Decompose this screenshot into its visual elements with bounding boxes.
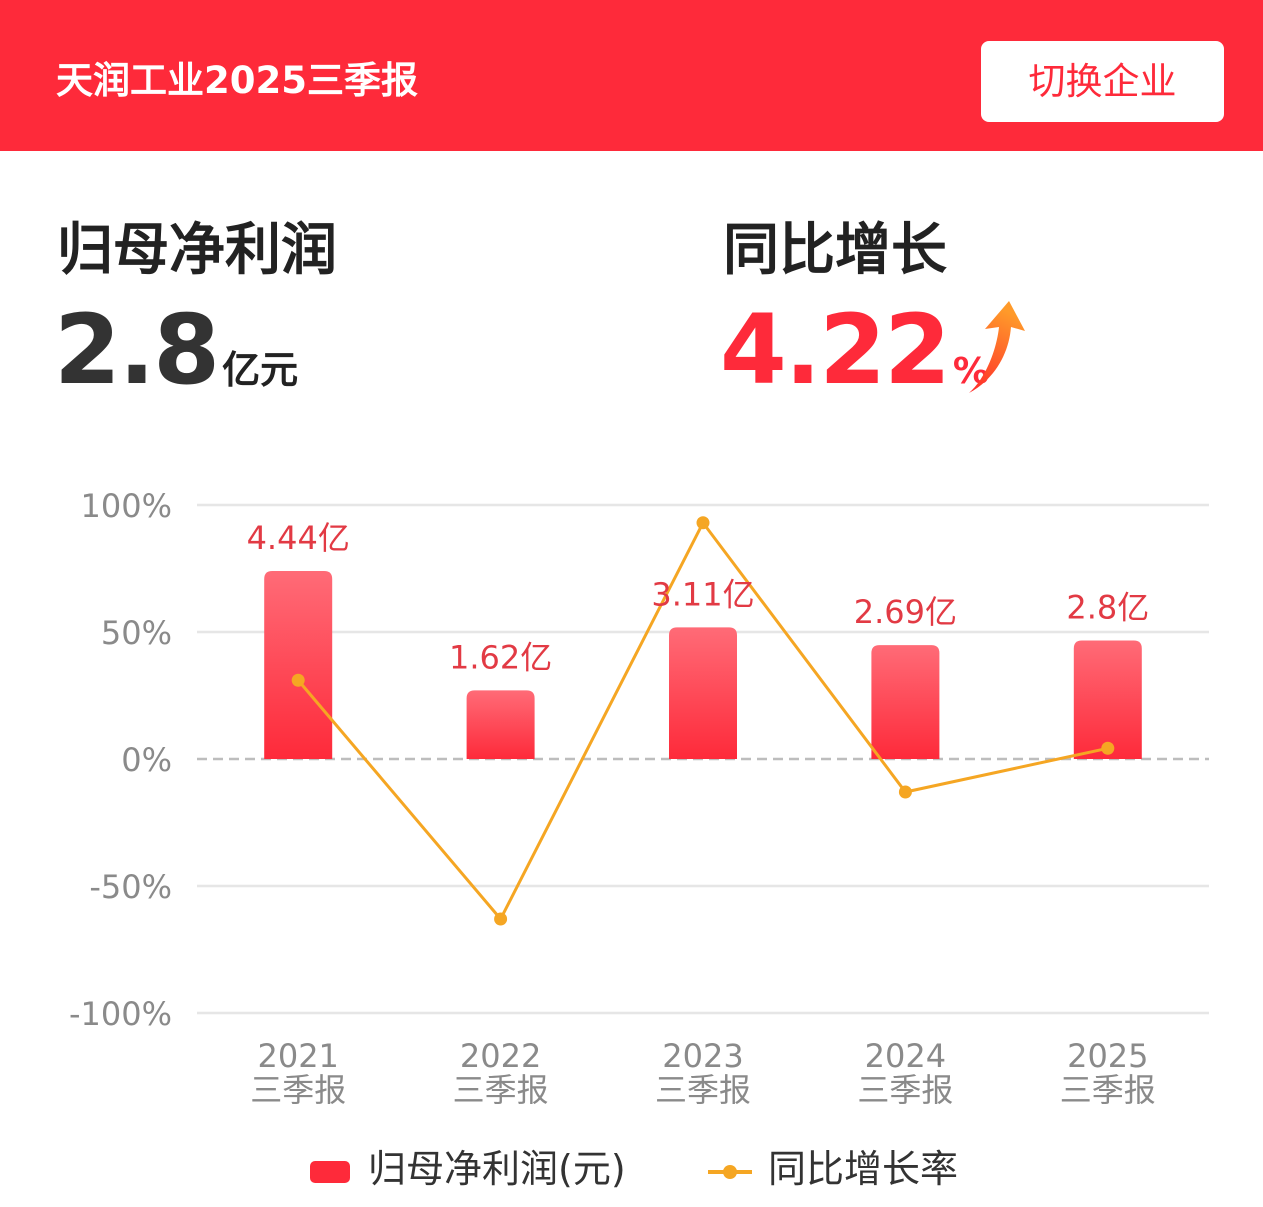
x-tick-year: 2022 [460,1037,541,1075]
x-tick-period: 三季报 [1060,1071,1156,1109]
bar-value-label: 4.44亿 [247,519,350,557]
x-tick-period: 三季报 [453,1071,549,1109]
header-bar: 天润工业2025三季报 切换企业 [0,0,1263,151]
x-tick-year: 2025 [1067,1037,1148,1075]
profit-bar [466,690,535,759]
profit-unit: 亿元 [222,348,299,392]
chart-legend: 归母净利润(元) 同比增长率 [0,1140,1263,1200]
profit-label: 归母净利润 [57,218,337,283]
legend-item-profit[interactable]: 归母净利润(元) [310,1140,626,1198]
bar-value-label: 3.11亿 [651,575,754,613]
growth-rate-point [291,673,305,687]
growth-rate-point [1101,741,1115,755]
y-tick-label: 50% [101,614,172,652]
growth-value: 4.22 [720,294,951,406]
profit-bar [264,571,333,759]
growth-rate-point [696,516,710,530]
bar-value-label: 2.8亿 [1066,588,1149,626]
x-tick-year: 2024 [865,1037,946,1075]
legend-item-growth[interactable]: 同比增长率 [708,1140,958,1198]
profit-growth-chart: 100% 50% 0% -50% -100% 4.44亿 1.62亿 3.11亿 2.69亿 2… [69,487,1209,1109]
y-tick-label: 0% [121,741,172,779]
bar-value-label: 1.62亿 [449,638,552,676]
profit-bar [669,627,737,759]
up-arrow-icon [969,301,1025,393]
y-tick-label: -50% [89,868,172,906]
y-tick-label: -100% [69,995,172,1033]
growth-rate-point [494,912,508,926]
profit-value: 2.8 [54,294,220,406]
x-tick-period: 三季报 [857,1071,953,1109]
growth-rate-point [898,785,912,799]
legend-profit-label: 归母净利润(元) [368,1147,626,1191]
report-title: 天润工业2025三季报 [56,59,418,102]
legend-bar-swatch [310,1160,350,1183]
x-tick-period: 三季报 [250,1071,346,1109]
profit-bar [1073,640,1142,759]
x-tick-year: 2023 [662,1037,743,1075]
x-tick-year: 2021 [257,1037,338,1075]
legend-growth-label: 同比增长率 [768,1147,959,1191]
profit-value-group: 2.8 亿元 [54,300,298,400]
y-tick-label: 100% [81,487,172,525]
growth-value-group: 4.22% [720,300,989,400]
switch-company-button[interactable]: 切换企业 [981,41,1224,122]
growth-label: 同比增长 [723,218,947,283]
x-tick-period: 三季报 [655,1071,751,1109]
legend-line-swatch [708,1164,752,1179]
growth-unit: % [952,351,989,392]
bar-value-label: 2.69亿 [854,593,957,631]
profit-bar [871,645,940,759]
